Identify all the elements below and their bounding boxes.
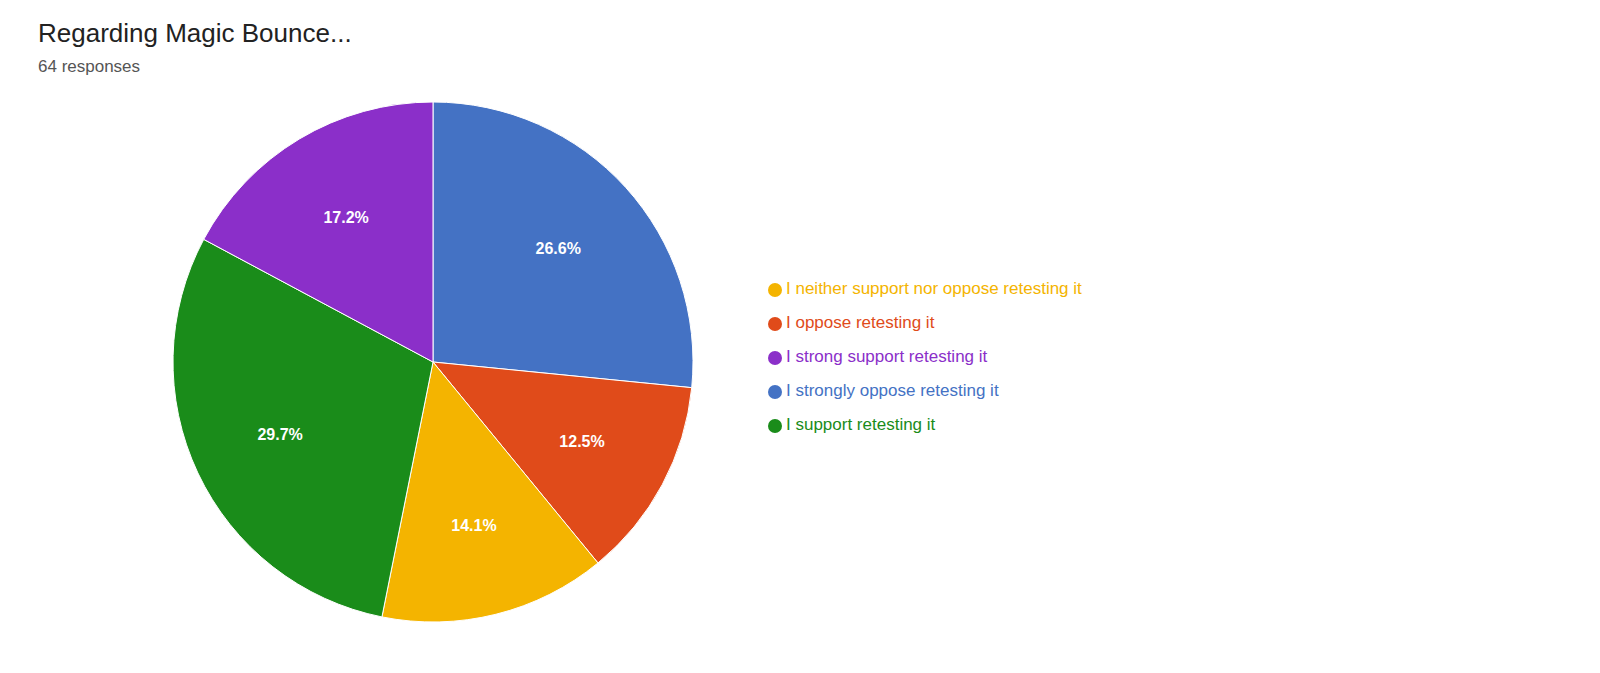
html-text:I strong support retesting it: I strong support retesting it	[786, 347, 988, 366]
svg-text:29.7%: 29.7%	[257, 426, 302, 443]
svg-text:26.6%: 26.6%	[536, 240, 581, 257]
html-text:Regarding Magic Bounce...: Regarding Magic Bounce...	[38, 18, 352, 48]
html-text:I oppose retesting it: I oppose retesting it	[786, 313, 935, 332]
svg-text:14.1%: 14.1%	[451, 517, 496, 534]
svg-text:17.2%: 17.2%	[323, 209, 368, 226]
svg-text:12.5%: 12.5%	[559, 433, 604, 450]
html-text:64 responses: 64 responses	[38, 57, 141, 76]
html-text:I neither support nor oppose r: I neither support nor oppose retesting i…	[786, 279, 1082, 298]
html-text:I strongly oppose retesting it: I strongly oppose retesting it	[786, 381, 999, 400]
html-text:I support retesting it: I support retesting it	[786, 415, 936, 434]
